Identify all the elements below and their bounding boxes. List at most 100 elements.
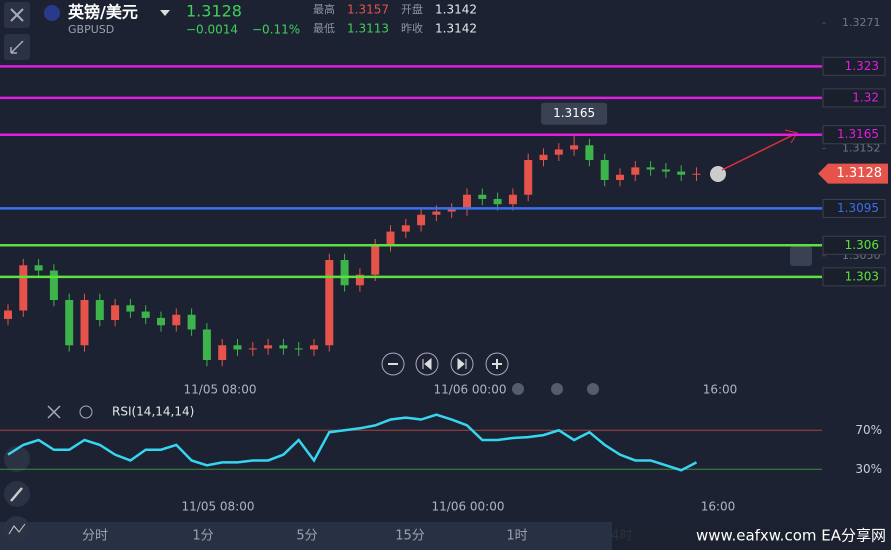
candle-body <box>49 270 58 300</box>
dot[interactable] <box>587 383 599 395</box>
rsi-settings[interactable] <box>79 405 93 419</box>
watermark: www.eafxw.com EA分享网 <box>696 527 886 545</box>
candle-body <box>141 311 150 318</box>
candle-body <box>218 345 227 360</box>
stat-label: 昨收 <box>401 21 423 35</box>
candle-body <box>386 231 395 246</box>
rsi-title: RSI(14,14,14) <box>112 405 194 419</box>
candle-body <box>371 245 380 275</box>
y-tick-label: 1.3271 <box>842 16 881 29</box>
tab[interactable]: 15分 <box>395 529 425 544</box>
candle-body <box>157 317 165 326</box>
rsi-line <box>7 413 698 472</box>
symbol: GBPUSD <box>68 23 114 36</box>
candle-body <box>692 173 701 175</box>
dropdown-icon[interactable] <box>160 10 170 16</box>
x-tick-label: 11/06 00:00 <box>434 383 507 397</box>
candle-body <box>616 174 624 180</box>
level-label: 1.3095 <box>837 201 879 215</box>
expand-icon <box>10 40 24 54</box>
level-label: 1.303 <box>845 269 879 283</box>
dot[interactable] <box>512 383 524 395</box>
candle-body <box>294 348 303 350</box>
chart-controls <box>4 129 812 542</box>
candle-body <box>172 314 181 326</box>
candle-body <box>95 300 104 320</box>
level-label-box <box>822 125 886 145</box>
price-tag-label: 1.3128 <box>837 166 883 181</box>
candle-body <box>570 145 579 150</box>
candle-body <box>19 265 28 311</box>
high-tooltip: 1.3165 <box>553 106 595 120</box>
watermark-bg <box>612 522 891 550</box>
candle-body <box>202 329 211 360</box>
y-tick-label: 1.3152 <box>842 141 881 154</box>
tab[interactable]: 1时 <box>506 529 527 544</box>
candle-body <box>524 160 533 195</box>
tab[interactable]: 5分 <box>296 529 317 544</box>
candle-body <box>554 149 563 155</box>
pair-name[interactable]: 英镑/美元 <box>67 3 138 22</box>
rsi-level-label: 70% <box>855 423 882 437</box>
close-icon <box>10 8 24 22</box>
x-tick-label: 11/05 08:00 <box>182 500 255 514</box>
candle-body <box>126 305 135 312</box>
candle-body <box>355 274 364 286</box>
indicator-icon <box>8 523 26 535</box>
level-label-box <box>822 198 886 218</box>
x-tick-label: 16:00 <box>703 383 738 397</box>
price: 1.3128 <box>186 2 242 21</box>
zoom-in-icon <box>492 359 502 369</box>
level-label: 1.32 <box>852 90 879 104</box>
alert-bell[interactable] <box>790 246 812 266</box>
trend-arrow <box>721 133 796 171</box>
level-label-box <box>822 56 886 76</box>
flag-icon <box>44 5 60 21</box>
x-tick-label: 16:00 <box>701 500 736 514</box>
candle-body <box>661 169 670 172</box>
candle-body <box>248 348 257 350</box>
arrow-head <box>784 129 798 144</box>
level-label: 1.323 <box>845 59 879 73</box>
candle-body <box>417 214 426 226</box>
change: −0.0014 <box>186 23 238 37</box>
level-label-box <box>822 88 886 108</box>
candle-body <box>187 314 196 330</box>
level-label-box <box>822 235 886 255</box>
candle-body <box>401 225 410 232</box>
candle-body <box>447 209 456 212</box>
level-label: 1.306 <box>845 238 879 252</box>
stat-label: 最低 <box>313 22 335 35</box>
tab[interactable]: 分时 <box>82 529 108 544</box>
tab[interactable]: 1分 <box>192 529 213 544</box>
candle-body <box>80 300 89 346</box>
stat-value: 1.3157 <box>347 3 389 17</box>
candle-body <box>508 194 517 205</box>
candle-body <box>340 260 349 286</box>
dot[interactable] <box>551 383 563 395</box>
candle-body <box>65 300 74 346</box>
level-label: 1.3165 <box>837 127 879 141</box>
candle-body <box>585 145 594 160</box>
pencil-icon <box>10 487 23 502</box>
candle-body <box>539 154 548 160</box>
candle-body <box>631 167 640 175</box>
candle-body <box>264 345 273 349</box>
stat-value: 1.3142 <box>435 22 477 36</box>
level-label-box <box>822 267 886 287</box>
scroll-start-icon <box>422 357 432 371</box>
candle-body <box>677 171 686 175</box>
candle-body <box>325 260 334 346</box>
candle-body <box>34 265 43 271</box>
high-tooltip-box <box>541 102 608 125</box>
price-tag <box>818 163 888 184</box>
candle-body <box>111 305 120 320</box>
candle-body <box>279 345 288 349</box>
x-tick-label: 11/05 08:00 <box>184 383 257 397</box>
rsi-close[interactable] <box>47 405 61 419</box>
stat-label: 最高 <box>313 2 335 16</box>
candle-body <box>478 194 487 199</box>
candle-body <box>432 211 441 215</box>
